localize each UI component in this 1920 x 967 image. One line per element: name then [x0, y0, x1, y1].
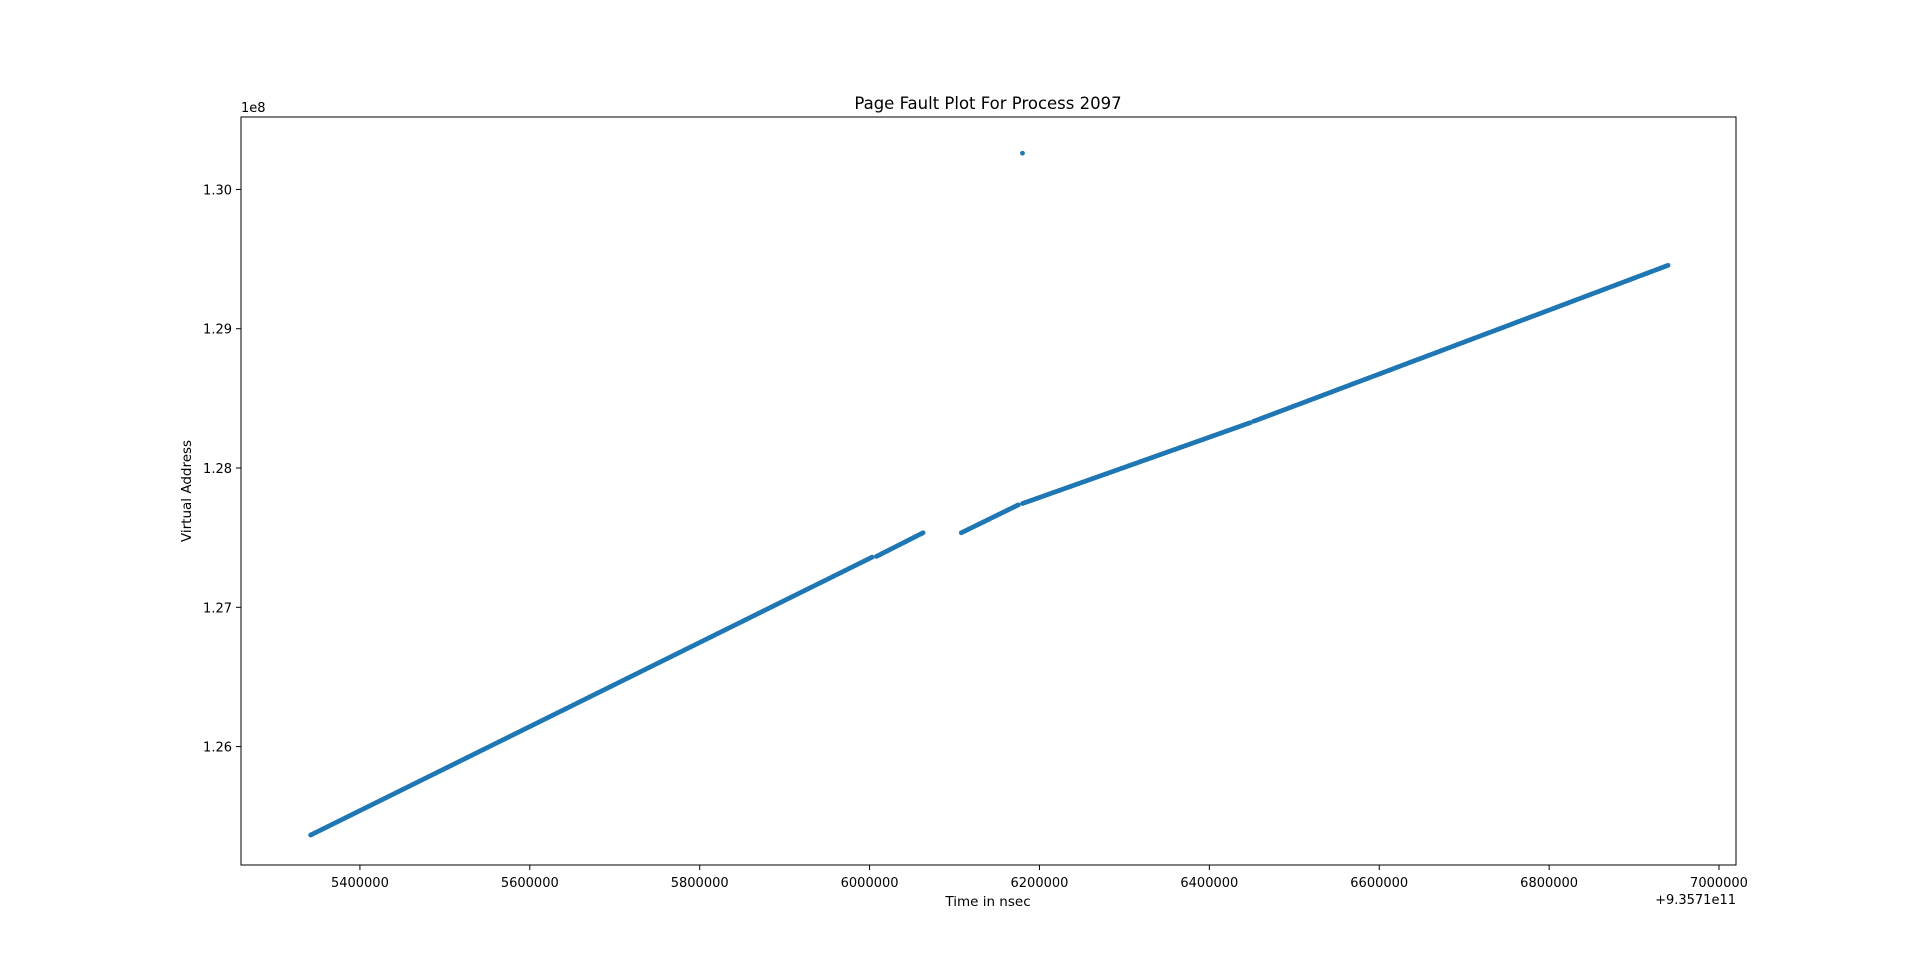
y-tick-label: 1.26 [203, 741, 232, 756]
y-scale-label: 1e8 [241, 101, 266, 116]
x-tick-label: 5600000 [501, 876, 559, 891]
y-tick-label: 1.29 [203, 323, 232, 338]
x-tick-label: 6400000 [1180, 876, 1238, 891]
plot-frame [240, 116, 1737, 866]
x-tick-label: 6000000 [841, 876, 899, 891]
y-tick-label: 1.27 [203, 601, 232, 616]
data-point [920, 530, 926, 536]
x-tick-label: 5400000 [331, 876, 389, 891]
data-point [1665, 262, 1671, 268]
scatter-points [308, 150, 1671, 838]
x-tick-label: 7000000 [1690, 876, 1748, 891]
data-point [869, 554, 875, 560]
x-tick-label: 6200000 [1011, 876, 1069, 891]
x-axis: 5400000 5600000 5800000 6000000 6200000 64000… [331, 865, 1748, 891]
chart-title: Page Fault Plot For Process 2097 [854, 94, 1121, 113]
x-offset-label: +9.3571e11 [1655, 893, 1736, 908]
x-tick-label: 5800000 [671, 876, 729, 891]
y-tick-label: 1.28 [203, 462, 232, 477]
y-axis: 1.26 1.27 1.28 1.29 1.30 [203, 183, 241, 756]
data-point [1015, 502, 1021, 508]
x-tick-label: 6600000 [1350, 876, 1408, 891]
y-tick-label: 1.30 [203, 183, 232, 198]
x-axis-label: Time in nsec [944, 894, 1030, 910]
x-tick-label: 6800000 [1520, 876, 1578, 891]
y-axis-label: Virtual Address [179, 440, 195, 542]
outlier-point [1020, 150, 1025, 156]
